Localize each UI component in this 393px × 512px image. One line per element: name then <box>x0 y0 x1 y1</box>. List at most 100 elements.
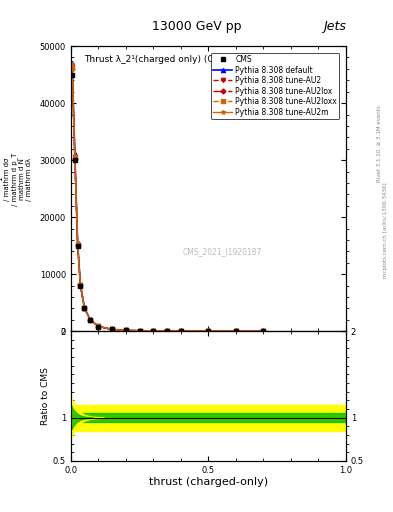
Pythia 8.308 tune-AU2lox <box>137 328 142 334</box>
Pythia 8.308 tune-AU2 <box>165 328 169 334</box>
Pythia 8.308 tune-AU2lox <box>88 316 92 323</box>
Pythia 8.308 tune-AU2loxx <box>206 328 211 334</box>
CMS <box>78 283 83 289</box>
Pythia 8.308 default <box>88 316 92 322</box>
Pythia 8.308 tune-AU2 <box>72 154 77 160</box>
Pythia 8.308 tune-AU2lox <box>123 327 128 333</box>
Pythia 8.308 tune-AU2loxx <box>233 328 238 334</box>
Pythia 8.308 tune-AU2 <box>82 305 87 311</box>
Pythia 8.308 default <box>78 282 83 288</box>
Text: mathrm d²N
mathrm d p_T mathrm dλ

1
/ mathrm dσ
/ mathrm d p_T
mathrm d N
/ mat: mathrm d²N mathrm d p_T mathrm dλ 1 / ma… <box>0 135 32 224</box>
Text: Rivet 3.1.10, ≥ 3.1M events: Rivet 3.1.10, ≥ 3.1M events <box>377 105 382 182</box>
Pythia 8.308 tune-AU2 <box>96 324 101 330</box>
Pythia 8.308 default <box>72 152 77 158</box>
Pythia 8.308 tune-AU2 <box>110 326 114 332</box>
Pythia 8.308 tune-AU2m <box>78 282 83 288</box>
Pythia 8.308 default <box>151 328 156 334</box>
Pythia 8.308 tune-AU2 <box>206 328 211 334</box>
Pythia 8.308 default <box>165 328 169 334</box>
Pythia 8.308 default <box>96 323 101 329</box>
Pythia 8.308 default <box>137 328 142 334</box>
Pythia 8.308 tune-AU2lox <box>261 328 266 334</box>
Pythia 8.308 tune-AU2 <box>78 282 83 288</box>
Pythia 8.308 tune-AU2 <box>151 328 156 334</box>
CMS <box>72 157 77 163</box>
Text: mcplots.cern.ch [arXiv:1306.3436]: mcplots.cern.ch [arXiv:1306.3436] <box>384 183 388 278</box>
Pythia 8.308 tune-AU2loxx <box>88 316 92 323</box>
Line: Pythia 8.308 tune-AU2m: Pythia 8.308 tune-AU2m <box>70 62 265 333</box>
Line: Pythia 8.308 default: Pythia 8.308 default <box>70 61 265 333</box>
Pythia 8.308 tune-AU2lox <box>233 328 238 334</box>
Y-axis label: Ratio to CMS: Ratio to CMS <box>41 367 50 425</box>
Pythia 8.308 tune-AU2m <box>75 240 80 246</box>
Pythia 8.308 tune-AU2m <box>206 328 211 334</box>
Pythia 8.308 default <box>261 328 266 334</box>
Pythia 8.308 default <box>178 328 183 334</box>
Pythia 8.308 tune-AU2m <box>137 328 142 334</box>
CMS <box>70 72 75 78</box>
CMS <box>96 324 101 330</box>
Pythia 8.308 tune-AU2loxx <box>72 155 77 161</box>
Pythia 8.308 tune-AU2 <box>75 242 80 248</box>
CMS <box>206 328 211 334</box>
CMS <box>261 328 266 334</box>
Pythia 8.308 default <box>75 240 80 246</box>
Pythia 8.308 tune-AU2m <box>82 305 87 311</box>
Pythia 8.308 tune-AU2lox <box>96 324 101 330</box>
Pythia 8.308 tune-AU2 <box>233 328 238 334</box>
Pythia 8.308 tune-AU2 <box>178 328 183 334</box>
Pythia 8.308 tune-AU2m <box>178 328 183 334</box>
Legend: CMS, Pythia 8.308 default, Pythia 8.308 tune-AU2, Pythia 8.308 tune-AU2lox, Pyth: CMS, Pythia 8.308 default, Pythia 8.308 … <box>211 53 339 119</box>
Pythia 8.308 tune-AU2m <box>96 324 101 330</box>
Pythia 8.308 tune-AU2m <box>261 328 266 334</box>
Pythia 8.308 tune-AU2 <box>123 327 128 333</box>
Pythia 8.308 default <box>233 328 238 334</box>
Pythia 8.308 tune-AU2loxx <box>75 242 80 248</box>
Pythia 8.308 tune-AU2lox <box>82 305 87 311</box>
Pythia 8.308 tune-AU2loxx <box>137 328 142 334</box>
Pythia 8.308 tune-AU2loxx <box>110 326 114 332</box>
Pythia 8.308 tune-AU2loxx <box>123 327 128 333</box>
Pythia 8.308 tune-AU2 <box>88 316 92 323</box>
CMS <box>75 243 80 249</box>
Pythia 8.308 tune-AU2lox <box>178 328 183 334</box>
Pythia 8.308 tune-AU2loxx <box>96 324 101 330</box>
Pythia 8.308 tune-AU2lox <box>78 282 83 288</box>
Text: Thrust λ_2¹(charged only) (CMS jet substructure): Thrust λ_2¹(charged only) (CMS jet subst… <box>84 55 306 63</box>
Pythia 8.308 tune-AU2loxx <box>261 328 266 334</box>
CMS <box>165 328 169 334</box>
Line: Pythia 8.308 tune-AU2lox: Pythia 8.308 tune-AU2lox <box>70 67 265 333</box>
Pythia 8.308 tune-AU2m <box>70 61 75 68</box>
CMS <box>233 328 238 334</box>
Pythia 8.308 tune-AU2loxx <box>151 328 156 334</box>
Pythia 8.308 tune-AU2m <box>110 326 114 332</box>
Pythia 8.308 default <box>123 327 128 333</box>
Pythia 8.308 tune-AU2 <box>70 63 75 69</box>
Line: Pythia 8.308 tune-AU2: Pythia 8.308 tune-AU2 <box>70 64 265 333</box>
Pythia 8.308 tune-AU2m <box>88 316 92 323</box>
Pythia 8.308 tune-AU2m <box>233 328 238 334</box>
Text: 13000 GeV pp: 13000 GeV pp <box>152 20 241 33</box>
CMS <box>151 328 156 334</box>
Pythia 8.308 default <box>206 328 211 334</box>
CMS <box>178 328 183 334</box>
CMS <box>123 327 128 333</box>
CMS <box>110 327 114 333</box>
Pythia 8.308 tune-AU2lox <box>110 326 114 332</box>
Line: CMS: CMS <box>70 72 266 334</box>
Pythia 8.308 tune-AU2lox <box>151 328 156 334</box>
Pythia 8.308 tune-AU2lox <box>75 242 80 248</box>
Pythia 8.308 tune-AU2m <box>151 328 156 334</box>
Pythia 8.308 tune-AU2lox <box>72 156 77 162</box>
CMS <box>88 317 92 323</box>
Pythia 8.308 tune-AU2loxx <box>78 282 83 288</box>
Text: CMS_2021_I1920187: CMS_2021_I1920187 <box>182 247 262 256</box>
Pythia 8.308 tune-AU2m <box>72 153 77 159</box>
Pythia 8.308 tune-AU2lox <box>70 66 75 72</box>
Pythia 8.308 tune-AU2loxx <box>178 328 183 334</box>
Pythia 8.308 tune-AU2m <box>123 327 128 333</box>
Pythia 8.308 tune-AU2loxx <box>70 65 75 71</box>
Pythia 8.308 tune-AU2loxx <box>165 328 169 334</box>
Pythia 8.308 tune-AU2loxx <box>82 305 87 311</box>
Pythia 8.308 tune-AU2lox <box>206 328 211 334</box>
